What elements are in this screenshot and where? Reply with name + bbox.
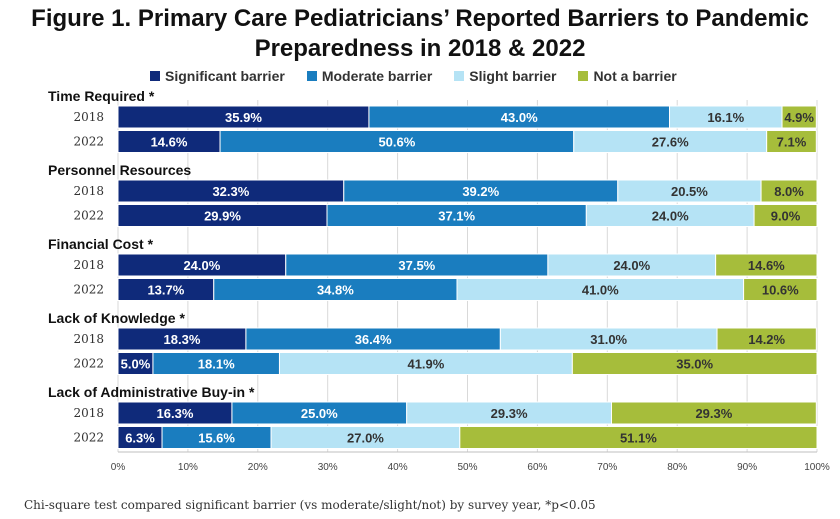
data-label: 35.9% — [225, 110, 262, 125]
data-label: 34.8% — [317, 283, 354, 298]
bar-segment — [743, 278, 818, 301]
x-tick-label: 100% — [804, 462, 830, 473]
x-tick-label: 50% — [457, 462, 477, 473]
data-label: 14.2% — [748, 332, 785, 347]
data-label: 29.9% — [204, 209, 241, 224]
data-label: 24.0% — [183, 258, 220, 273]
x-tick-label: 70% — [597, 462, 617, 473]
legend-label: Significant barrier — [165, 68, 285, 84]
data-label: 37.5% — [398, 258, 435, 273]
x-tick-label: 40% — [388, 462, 408, 473]
data-label: 14.6% — [748, 258, 785, 273]
data-label: 31.0% — [590, 332, 627, 347]
year-label: 2022 — [73, 283, 104, 297]
chart-title: Figure 1. Primary Care Pediatricians’ Re… — [0, 4, 840, 64]
data-label: 20.5% — [671, 184, 708, 199]
x-tick-label: 80% — [667, 462, 687, 473]
year-label: 2022 — [73, 135, 104, 149]
data-label: 18.1% — [198, 357, 235, 372]
x-tick-label: 30% — [318, 462, 338, 473]
bar-segment — [766, 130, 817, 153]
year-label: 2022 — [73, 357, 104, 371]
x-tick-label: 0% — [111, 462, 126, 473]
data-label: 36.4% — [355, 332, 392, 347]
data-label: 16.3% — [157, 406, 194, 421]
data-label: 5.0% — [121, 357, 151, 372]
x-tick-label: 60% — [527, 462, 547, 473]
data-label: 18.3% — [164, 332, 201, 347]
bar-segment — [610, 401, 817, 425]
year-label: 2018 — [73, 332, 104, 346]
data-label: 43.0% — [501, 110, 538, 125]
category-label: Financial Cost * — [48, 236, 154, 252]
category-label: Lack of Administrative Buy-in * — [48, 384, 255, 400]
data-label: 8.0% — [774, 184, 804, 199]
legend-item-0: Significant barrier — [150, 68, 285, 84]
chart-title-line-2: Preparedness in 2018 & 2022 — [254, 35, 586, 62]
year-label: 2018 — [73, 258, 104, 272]
data-label: 37.1% — [438, 209, 475, 224]
data-label: 4.9% — [784, 110, 814, 125]
data-label: 41.0% — [582, 283, 619, 298]
data-label: 29.3% — [491, 406, 528, 421]
data-label: 9.0% — [771, 209, 801, 224]
legend-item-3: Not a barrier — [578, 68, 677, 84]
x-tick-label: 20% — [248, 462, 268, 473]
category-label: Lack of Knowledge * — [48, 310, 185, 326]
bar-segment — [753, 204, 818, 227]
category-label: Personnel Resources — [48, 162, 191, 178]
legend-swatch — [578, 71, 589, 81]
data-label: 29.3% — [695, 406, 732, 421]
legend-swatch — [454, 71, 465, 81]
bar-segment — [715, 253, 818, 277]
x-tick-label: 90% — [737, 462, 757, 473]
chart-legend: Significant barrier Moderate barrier Sligh… — [150, 66, 699, 86]
data-label: 32.3% — [212, 184, 249, 199]
legend-label: Moderate barrier — [321, 68, 433, 84]
legend-swatch — [306, 71, 317, 81]
data-label: 39.2% — [462, 184, 499, 199]
x-tick-label: 10% — [178, 462, 198, 473]
legend-item-1: Moderate barrier — [306, 68, 433, 84]
data-label: 41.9% — [407, 357, 444, 372]
data-label: 24.0% — [613, 258, 650, 273]
year-label: 2022 — [73, 209, 104, 223]
data-label: 35.0% — [676, 357, 713, 372]
legend-item-2: Slight barrier — [454, 68, 556, 84]
legend-swatch — [150, 71, 160, 81]
category-label: Time Required * — [48, 88, 155, 104]
legend-label: Not a barrier — [593, 68, 677, 84]
data-label: 14.6% — [151, 135, 188, 150]
data-label: 50.6% — [378, 135, 415, 150]
data-label: 25.0% — [301, 406, 338, 421]
year-label: 2018 — [73, 184, 104, 198]
bar-segment — [760, 179, 818, 203]
bar-segment — [781, 105, 817, 129]
bar-segment — [459, 426, 818, 449]
data-label: 15.6% — [198, 431, 235, 446]
data-label: 10.6% — [762, 283, 799, 298]
legend-label: Slight barrier — [469, 68, 557, 84]
data-label: 51.1% — [620, 431, 657, 446]
footnote: Chi-square test compared significant bar… — [24, 498, 596, 512]
data-label: 6.3% — [125, 431, 155, 446]
data-label: 7.1% — [777, 135, 807, 150]
data-label: 27.6% — [652, 135, 689, 150]
bar-segment — [716, 327, 817, 351]
bar-segment — [571, 352, 818, 375]
year-label: 2018 — [73, 406, 104, 420]
year-label: 2022 — [73, 431, 104, 445]
year-label: 2018 — [73, 110, 104, 124]
data-label: 24.0% — [652, 209, 689, 224]
data-label: 13.7% — [147, 283, 184, 298]
data-label: 27.0% — [347, 431, 384, 446]
chart-title-line-1: Figure 1. Primary Care Pediatricians’ Re… — [31, 5, 809, 32]
data-label: 16.1% — [707, 110, 744, 125]
